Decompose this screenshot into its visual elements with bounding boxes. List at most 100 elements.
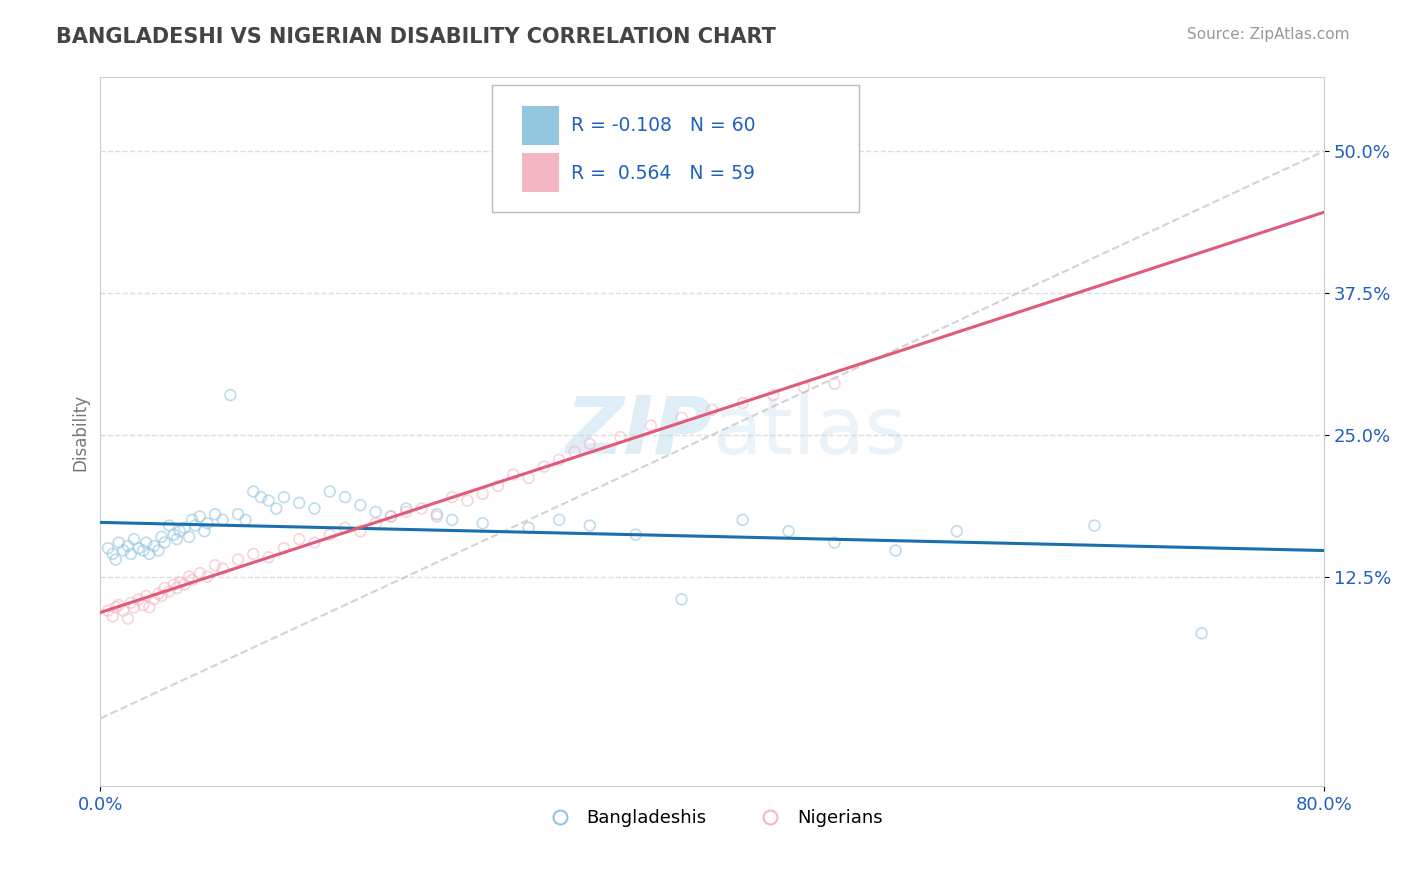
Point	[97, 541, 120, 556]
Text: BANGLADESHI VS NIGERIAN DISABILITY CORRELATION CHART: BANGLADESHI VS NIGERIAN DISABILITY CORRE…	[56, 27, 776, 46]
Point	[142, 592, 165, 607]
Point	[471, 487, 494, 501]
Point	[731, 513, 754, 527]
Point	[548, 513, 571, 527]
Point	[624, 527, 647, 541]
Point	[517, 471, 540, 485]
Text: Source: ZipAtlas.com: Source: ZipAtlas.com	[1187, 27, 1350, 42]
Point	[120, 547, 142, 561]
Point	[135, 589, 157, 603]
Point	[181, 513, 204, 527]
Point	[564, 445, 586, 459]
Text: R =  0.564   N = 59: R = 0.564 N = 59	[571, 163, 755, 183]
Point	[120, 596, 142, 610]
Point	[128, 541, 150, 556]
Point	[640, 418, 662, 433]
Point	[163, 577, 186, 591]
Point	[333, 490, 356, 504]
Point	[364, 505, 387, 519]
Point	[884, 543, 907, 558]
Point	[150, 589, 173, 603]
Point	[793, 380, 815, 394]
Point	[163, 527, 186, 541]
Point	[242, 547, 264, 561]
Point	[319, 527, 342, 541]
Point	[132, 598, 155, 612]
Point	[380, 509, 402, 524]
Point	[700, 402, 723, 417]
FancyBboxPatch shape	[492, 85, 859, 212]
Point	[426, 509, 449, 524]
Point	[142, 539, 165, 553]
Point	[1191, 626, 1213, 640]
Point	[104, 600, 127, 615]
Point	[197, 516, 219, 531]
Point	[273, 490, 295, 504]
Point	[107, 598, 129, 612]
Point	[148, 586, 170, 600]
Point	[188, 566, 211, 581]
Legend: Bangladeshis, Nigerians: Bangladeshis, Nigerians	[534, 802, 890, 834]
Point	[441, 513, 464, 527]
Point	[671, 410, 693, 425]
Point	[122, 600, 145, 615]
Point	[117, 611, 139, 625]
Point	[157, 518, 180, 533]
Point	[471, 516, 494, 531]
Point	[177, 530, 200, 544]
Point	[349, 524, 371, 539]
Point	[288, 496, 311, 510]
Point	[250, 490, 273, 504]
Point	[304, 501, 326, 516]
Point	[112, 543, 135, 558]
Point	[211, 562, 233, 576]
Point	[946, 524, 969, 539]
Point	[517, 521, 540, 535]
Point	[533, 459, 555, 474]
Point	[824, 535, 846, 549]
Point	[188, 509, 211, 524]
Point	[138, 547, 160, 561]
Point	[395, 505, 418, 519]
Point	[395, 501, 418, 516]
Point	[578, 437, 600, 451]
Point	[107, 535, 129, 549]
Point	[364, 516, 387, 531]
Text: ZIP: ZIP	[565, 393, 711, 471]
Point	[273, 541, 295, 556]
Point	[153, 535, 176, 549]
Point	[578, 518, 600, 533]
Point	[486, 479, 509, 493]
Point	[731, 396, 754, 410]
Point	[128, 592, 150, 607]
Point	[456, 493, 478, 508]
Point	[548, 452, 571, 467]
Point	[204, 507, 226, 521]
Point	[138, 600, 160, 615]
Point	[117, 539, 139, 553]
Point	[181, 573, 204, 587]
Point	[169, 575, 191, 590]
Point	[226, 552, 249, 566]
Bar	[523, 106, 560, 145]
Point	[153, 581, 176, 595]
Point	[97, 604, 120, 618]
Point	[197, 569, 219, 583]
Point	[235, 513, 257, 527]
Point	[148, 543, 170, 558]
Point	[193, 524, 215, 539]
Point	[150, 530, 173, 544]
Point	[132, 543, 155, 558]
Point	[264, 501, 287, 516]
Point	[112, 604, 135, 618]
Point	[166, 581, 188, 595]
Point	[169, 524, 191, 539]
Point	[177, 569, 200, 583]
Point	[157, 584, 180, 599]
Point	[502, 467, 524, 482]
Text: R = -0.108   N = 60: R = -0.108 N = 60	[571, 116, 756, 136]
Point	[288, 532, 311, 546]
Bar	[523, 153, 560, 193]
Point	[122, 532, 145, 546]
Point	[349, 498, 371, 512]
